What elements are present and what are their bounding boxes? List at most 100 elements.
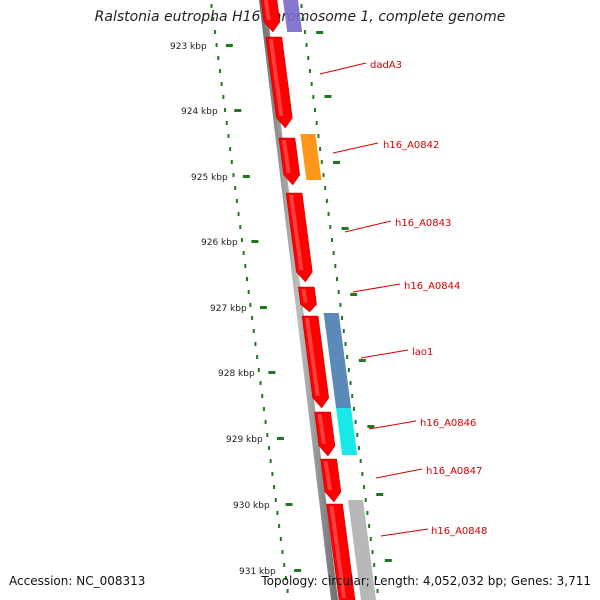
tick-dot <box>232 173 235 177</box>
inner-tick <box>384 559 392 562</box>
tick-dot <box>307 56 310 60</box>
tick-dot <box>281 550 284 554</box>
gene-highlight <box>317 414 326 444</box>
tick-dot <box>261 394 264 398</box>
kbp-tick <box>268 371 276 374</box>
gene-highlight <box>329 506 346 598</box>
inner-tick <box>358 359 366 362</box>
gene-highlight <box>301 289 308 303</box>
tick-dot <box>254 342 257 346</box>
tick-dot <box>244 264 247 268</box>
gene-label-h16-a0848[interactable]: h16_A0848 <box>431 526 487 537</box>
cog-box <box>336 408 358 455</box>
leader-line <box>360 349 409 359</box>
tick-dot <box>227 134 230 138</box>
tick-dot <box>242 251 245 255</box>
tick-dot <box>368 524 371 528</box>
forward-gene-track <box>260 0 356 600</box>
tick-dot <box>330 238 333 242</box>
tick-dot <box>364 498 367 502</box>
tick-dot <box>308 69 311 73</box>
gene-label-h16-a0843[interactable]: h16_A0843 <box>395 218 451 229</box>
tick-dot <box>327 212 330 216</box>
tick-dot <box>210 4 213 8</box>
leader-line <box>380 528 429 537</box>
gene-label-h16-a0844[interactable]: h16_A0844 <box>404 281 460 292</box>
tick-dot <box>354 420 357 424</box>
tick-dot <box>252 329 255 333</box>
inner-tick <box>333 161 341 164</box>
gene-highlight <box>268 39 284 116</box>
tick-dot <box>264 420 267 424</box>
inner-tick <box>316 31 324 34</box>
tick-dot <box>276 511 279 515</box>
tick-dot <box>249 303 252 307</box>
tick-label: 924 kbp <box>181 107 218 117</box>
tick-dot <box>373 563 376 567</box>
gene-label-h16-a0847[interactable]: h16_A0847 <box>426 466 482 477</box>
kbp-tick <box>225 44 233 47</box>
tick-dot <box>267 446 270 450</box>
cog-box <box>323 313 352 408</box>
inner-tick <box>367 425 375 428</box>
tick-dot <box>305 43 308 47</box>
tick-dot-ring-right <box>300 4 379 593</box>
tick-dot <box>222 95 225 99</box>
tick-dot <box>215 43 218 47</box>
tick-dot <box>259 381 262 385</box>
tick-dot <box>283 563 286 567</box>
tick-dot <box>336 277 339 281</box>
gene-highlight <box>305 318 320 396</box>
tick-dot <box>237 212 240 216</box>
kbp-tick <box>285 503 293 506</box>
leader-line <box>352 283 401 293</box>
tick-label: 929 kbp <box>226 435 263 445</box>
tick-dot-ring-left <box>210 4 289 593</box>
tick-dot <box>247 290 250 294</box>
tick-dot <box>347 368 350 372</box>
gene-highlight <box>323 461 332 490</box>
gene-label-h16-a0842[interactable]: h16_A0842 <box>383 140 439 151</box>
tick-dot <box>239 225 242 229</box>
tick-label: 927 kbp <box>210 304 247 314</box>
tick-dot <box>218 69 221 73</box>
tick-dot <box>339 303 342 307</box>
tick-dot <box>341 316 344 320</box>
tick-dot <box>344 342 347 346</box>
leader-line <box>344 220 392 233</box>
gene-label-h16-a0846[interactable]: h16_A0846 <box>420 418 476 429</box>
inner-tick <box>350 293 358 296</box>
tick-dot <box>351 394 354 398</box>
tick-dot <box>312 95 315 99</box>
gene-highlight <box>263 0 271 20</box>
tick-dot <box>234 186 237 190</box>
gene-label-dadA3[interactable]: dadA3 <box>370 60 402 71</box>
tick-dot <box>213 30 216 34</box>
tick-dot <box>361 472 364 476</box>
tick-dot <box>235 199 238 203</box>
tick-dot <box>257 368 260 372</box>
tick-dot <box>300 4 303 8</box>
tick-dot <box>303 30 306 34</box>
tick-dot <box>317 134 320 138</box>
tick-dot <box>320 160 323 164</box>
tick-dot <box>342 329 345 333</box>
tick-dot <box>217 56 220 60</box>
gene-label-lao1[interactable]: lao1 <box>412 347 433 358</box>
tick-dot <box>363 485 366 489</box>
tick-dot <box>352 407 355 411</box>
kbp-tick <box>242 175 250 178</box>
tick-dot <box>246 277 249 281</box>
tick-dot <box>357 446 360 450</box>
tick-dot <box>273 485 276 489</box>
tick-dot <box>225 121 228 125</box>
tick-dot <box>314 108 317 112</box>
kbp-tick <box>276 437 284 440</box>
tick-dot <box>284 576 287 580</box>
tick-dot <box>266 433 269 437</box>
tick-label: 930 kbp <box>233 501 270 511</box>
kbp-tick <box>251 240 259 243</box>
inner-ticks <box>316 31 392 562</box>
kbp-tick <box>294 569 302 572</box>
tick-label: 931 kbp <box>239 567 276 577</box>
